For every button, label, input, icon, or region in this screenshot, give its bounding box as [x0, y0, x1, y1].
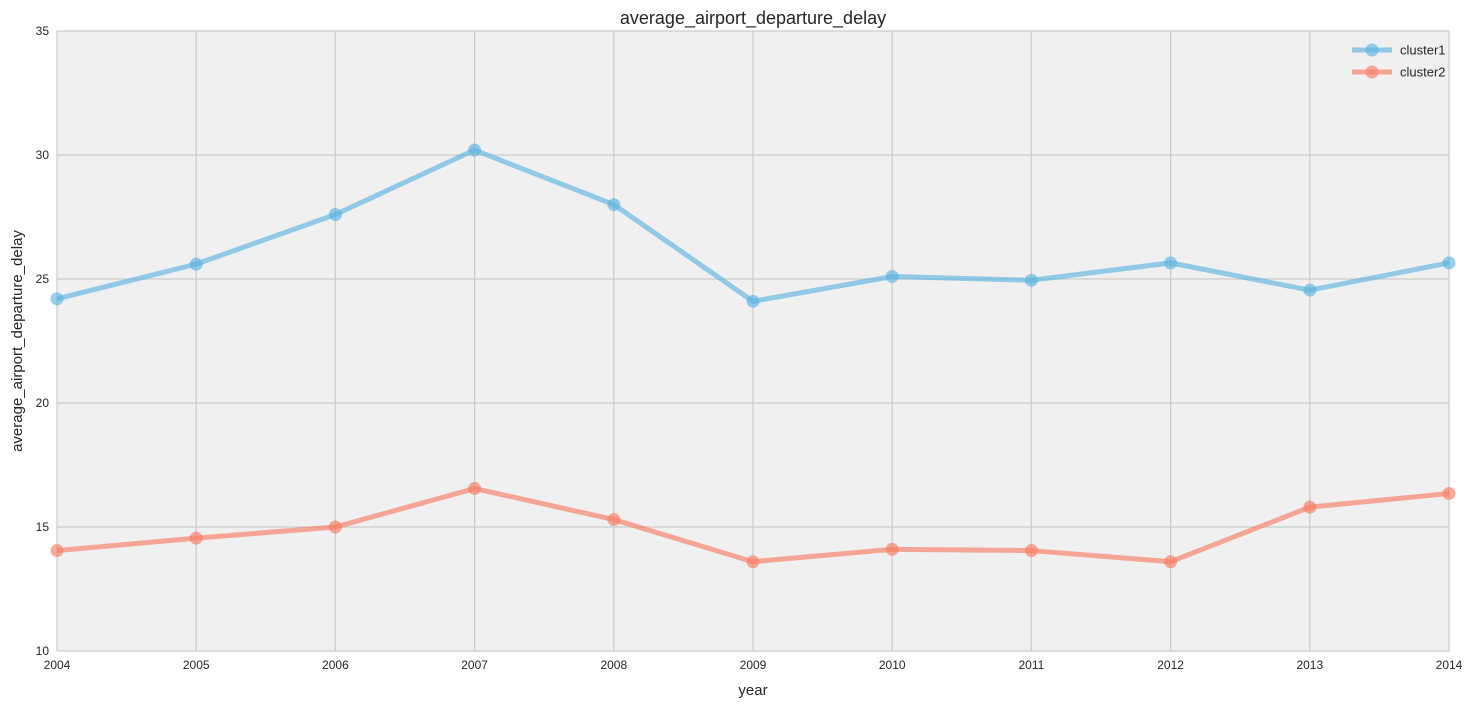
legend-label-cluster1: cluster1	[1400, 43, 1446, 58]
y-tick-label: 30	[36, 148, 50, 162]
x-tick-label: 2007	[461, 658, 488, 672]
x-tick-label: 2012	[1157, 658, 1184, 672]
data-point-cluster1	[885, 270, 899, 284]
x-tick-label: 2013	[1296, 658, 1323, 672]
data-point-cluster2	[468, 482, 482, 496]
data-point-cluster1	[1303, 283, 1317, 297]
data-point-cluster2	[885, 542, 899, 556]
x-tick-label: 2005	[183, 658, 210, 672]
data-point-cluster1	[328, 208, 342, 222]
data-point-cluster2	[189, 531, 203, 545]
y-axis-label: average_airport_departure_delay	[9, 230, 26, 452]
y-tick-label: 15	[36, 520, 50, 534]
x-tick-label: 2009	[740, 658, 767, 672]
data-point-cluster1	[1442, 256, 1456, 270]
legend-marker-cluster1	[1365, 43, 1379, 57]
x-tick-label: 2008	[600, 658, 627, 672]
series-layer	[50, 143, 1456, 569]
data-point-cluster2	[1303, 500, 1317, 514]
x-tick-label: 2006	[322, 658, 349, 672]
data-point-cluster2	[1164, 555, 1178, 569]
legend-marker-cluster2	[1365, 65, 1379, 79]
x-tick-label: 2014	[1436, 658, 1463, 672]
x-tick-label: 2010	[879, 658, 906, 672]
y-tick-label: 25	[36, 272, 50, 286]
x-tick-label: 2011	[1018, 658, 1044, 672]
data-point-cluster1	[468, 143, 482, 157]
legend-label-cluster2: cluster2	[1400, 65, 1446, 80]
data-point-cluster1	[1024, 273, 1038, 287]
data-point-cluster1	[50, 292, 64, 306]
data-point-cluster2	[1442, 487, 1456, 501]
grid	[56, 30, 1450, 652]
data-point-cluster2	[607, 513, 621, 527]
chart-title: average_airport_departure_delay	[620, 8, 886, 29]
y-tick-labels: 10 15 20 25 30 35	[36, 24, 50, 658]
x-axis-label: year	[738, 682, 767, 699]
y-tick-label: 20	[36, 396, 50, 410]
data-point-cluster1	[607, 198, 621, 212]
x-tick-labels: 2004 2005 2006 2007 2008 2009 2010 2011 2012 2013…	[44, 658, 1463, 672]
data-point-cluster2	[50, 544, 64, 558]
data-point-cluster2	[1024, 544, 1038, 558]
y-tick-label: 10	[36, 644, 50, 658]
x-tick-label: 2004	[44, 658, 71, 672]
data-point-cluster2	[328, 520, 342, 534]
data-point-cluster1	[746, 294, 760, 308]
legend: cluster1 cluster2	[1352, 43, 1446, 80]
data-point-cluster2	[746, 555, 760, 569]
y-tick-label: 35	[36, 24, 50, 38]
data-point-cluster1	[189, 257, 203, 271]
data-point-cluster1	[1164, 256, 1178, 270]
